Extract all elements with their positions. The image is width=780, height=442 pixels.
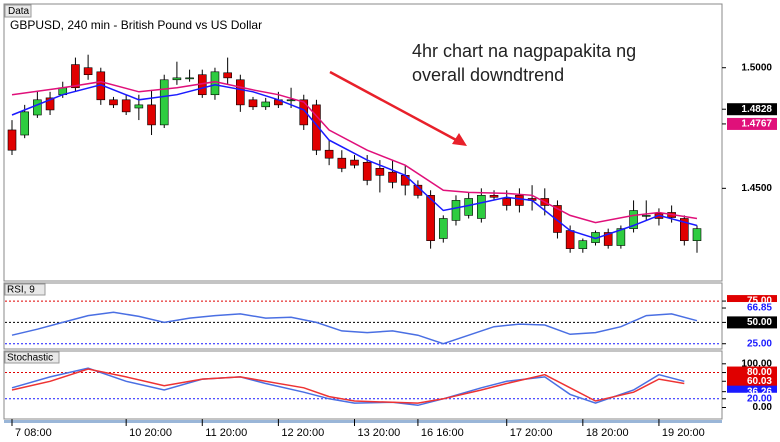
candle-body bbox=[324, 149, 334, 159]
y-tick-label: 100.00 bbox=[741, 358, 772, 369]
candle-body bbox=[438, 218, 448, 239]
candle-body bbox=[20, 111, 29, 136]
tick-label-bg bbox=[727, 401, 777, 414]
arrow-head bbox=[452, 133, 467, 146]
chart-title: GBPUSD, 240 min - British Pound vs US Do… bbox=[10, 18, 262, 32]
tick-label-bg bbox=[727, 302, 777, 315]
y-tick-label: 1.4767 bbox=[741, 119, 772, 130]
indicator-line bbox=[11, 84, 698, 240]
indicator-line bbox=[11, 311, 698, 345]
candle-body bbox=[286, 99, 296, 102]
candle-body bbox=[641, 215, 651, 217]
y-tick-label: 75.00 bbox=[747, 296, 772, 307]
candle-body bbox=[185, 77, 194, 80]
candle-body bbox=[45, 97, 55, 111]
candle-body bbox=[375, 168, 385, 176]
y-tick-label: 36.26 bbox=[747, 386, 772, 397]
candle-body bbox=[616, 228, 626, 246]
tick-label-bg bbox=[727, 337, 777, 350]
y-tick-label: 50.00 bbox=[747, 317, 772, 328]
candle-body bbox=[223, 72, 232, 79]
x-tick-label: 10 20:00 bbox=[129, 427, 172, 439]
stochastic-panel bbox=[3, 350, 723, 420]
x-tick-label: 13 20:00 bbox=[357, 427, 400, 439]
tick-label-bg bbox=[727, 375, 777, 388]
stochastic-title: Stochastic bbox=[7, 353, 53, 364]
candle-body bbox=[400, 175, 410, 186]
candle-body bbox=[426, 195, 435, 241]
tick-label-bg bbox=[727, 117, 777, 130]
candle-body bbox=[350, 159, 359, 166]
x-tick-label: 11 20:00 bbox=[205, 427, 247, 439]
candle-body bbox=[692, 228, 702, 241]
candle-body bbox=[248, 99, 258, 108]
x-tick-label: 19 20:00 bbox=[662, 427, 705, 439]
y-tick-label: 1.4828 bbox=[741, 104, 772, 115]
candle-body bbox=[388, 171, 397, 183]
arrow-shaft bbox=[329, 70, 459, 143]
candle-body bbox=[83, 67, 93, 76]
candle-body bbox=[312, 104, 321, 151]
y-tick-label: 0.00 bbox=[753, 402, 773, 413]
candle-body bbox=[210, 71, 220, 96]
x-tick-label: 7 08:00 bbox=[15, 427, 52, 439]
data-box bbox=[4, 4, 32, 18]
tick-label-bg bbox=[727, 103, 777, 116]
candle-body bbox=[236, 79, 245, 106]
indicator-line bbox=[11, 367, 685, 407]
candle-body bbox=[477, 195, 486, 219]
candle-body bbox=[502, 198, 512, 206]
candle-body bbox=[629, 210, 638, 229]
rsi-panel bbox=[3, 282, 723, 350]
candle-body bbox=[121, 99, 131, 113]
y-tick-label: 1.4500 bbox=[741, 183, 772, 194]
candle-body bbox=[515, 195, 524, 206]
candle-body bbox=[680, 218, 689, 241]
candle-body bbox=[362, 161, 372, 181]
candle-body bbox=[261, 101, 271, 108]
candle-body bbox=[299, 99, 309, 126]
x-tick-label: 12 20:00 bbox=[281, 427, 324, 439]
y-tick-label: 1.5000 bbox=[741, 62, 772, 73]
candle-body bbox=[464, 198, 473, 216]
candle-body bbox=[159, 79, 169, 126]
candle-body bbox=[134, 104, 144, 109]
tick-label-bg bbox=[727, 61, 777, 74]
price-panel bbox=[3, 3, 723, 282]
tick-label-bg bbox=[727, 316, 777, 329]
candle-body bbox=[578, 240, 588, 249]
rsi-title: RSI, 9 bbox=[7, 285, 35, 296]
candle-body bbox=[33, 99, 42, 116]
candle-body bbox=[109, 99, 118, 106]
y-tick-label: 80.00 bbox=[747, 367, 772, 378]
annotation: overall downdtrend bbox=[412, 65, 564, 85]
annotation: 4hr chart na nagpapakita ng bbox=[412, 41, 636, 61]
panel-label-box bbox=[4, 283, 46, 296]
candle-body bbox=[489, 195, 499, 198]
time-strip bbox=[4, 420, 722, 423]
x-tick-label: 18 20:00 bbox=[586, 427, 629, 439]
candle-body bbox=[147, 104, 156, 126]
x-tick-label: 16 16:00 bbox=[421, 427, 464, 439]
y-tick-label: 25.00 bbox=[747, 338, 772, 349]
candle-body bbox=[337, 157, 347, 169]
x-tick-label: 17 20:00 bbox=[510, 427, 553, 439]
y-tick-label: 66.85 bbox=[747, 303, 772, 314]
candle-body bbox=[451, 200, 461, 221]
indicator-line bbox=[11, 80, 698, 224]
candle-body bbox=[7, 129, 17, 151]
panel-label-box bbox=[4, 351, 60, 364]
candle-body bbox=[603, 232, 613, 246]
candle-body bbox=[565, 230, 575, 249]
candle-body bbox=[553, 205, 562, 233]
y-tick-label: 60.03 bbox=[747, 376, 772, 387]
window-label: Data bbox=[8, 6, 30, 17]
y-tick-label: 20.00 bbox=[747, 393, 772, 404]
candle-body bbox=[71, 64, 80, 89]
indicator-line bbox=[11, 368, 685, 404]
tick-label-bg bbox=[727, 182, 777, 195]
candle-body bbox=[172, 77, 182, 81]
